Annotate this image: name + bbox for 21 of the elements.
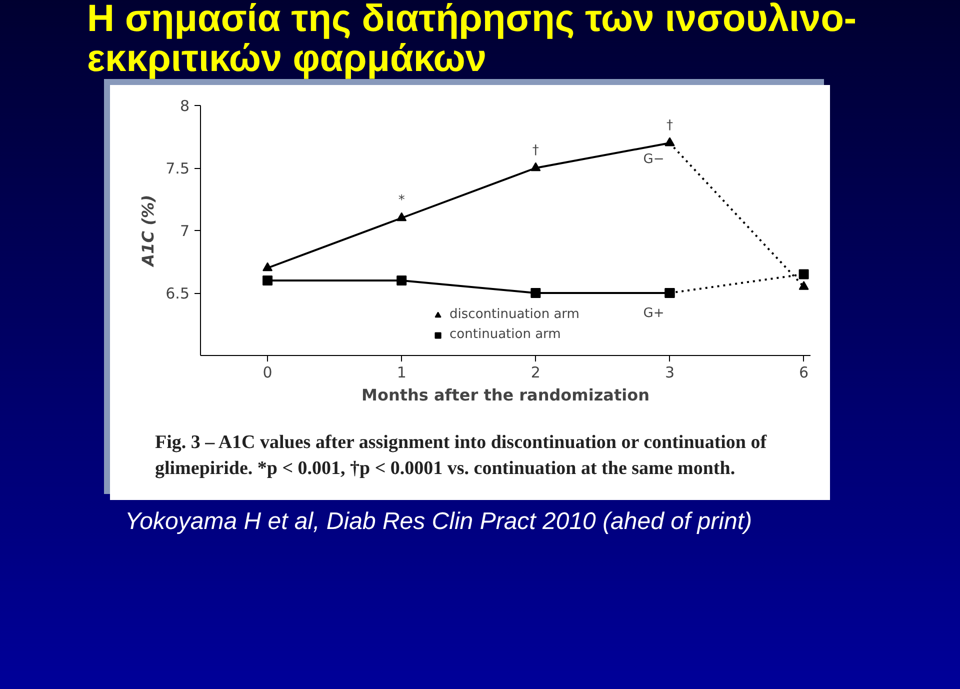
chart-title: Η σημασία της διατήρησης των ινσουλινο-εκκριτικών φαρμάκων: [87, 0, 858, 80]
text: Yokoyama H et al, Diab Res Clin Pract 2010 (ahed of print): [125, 506, 752, 537]
y-tick-label: 7: [180, 222, 190, 240]
x-tick-label: 2: [530, 363, 540, 382]
y-tick-label: 7.5: [166, 159, 190, 178]
annotation: *: [398, 192, 406, 208]
legend-label: discontinuation arm: [450, 307, 580, 322]
annotation: †: [666, 118, 674, 133]
caption: Fig. 3 – A1C values after assignment into discontinuation or continuation of glimepiride. *p < 0.001, †p < 0.0001 vs. continuation at the same month.: [155, 430, 768, 482]
annotation: G+: [643, 306, 664, 321]
x-tick-label: 6: [799, 363, 809, 382]
y-tick-label: 6.5: [166, 284, 190, 302]
y-axis-title: A1C (%): [138, 194, 158, 268]
y-tick-label: 8: [180, 96, 190, 115]
annotation: G−: [643, 152, 664, 167]
annotation: †: [532, 142, 540, 158]
x-axis-title: Months after the randomization: [362, 385, 650, 404]
x-tick-label: 0: [262, 363, 272, 382]
x-tick-label: 3: [664, 363, 675, 382]
x-tick-label: 1: [396, 363, 406, 382]
legend-label: continuation arm: [450, 327, 561, 342]
